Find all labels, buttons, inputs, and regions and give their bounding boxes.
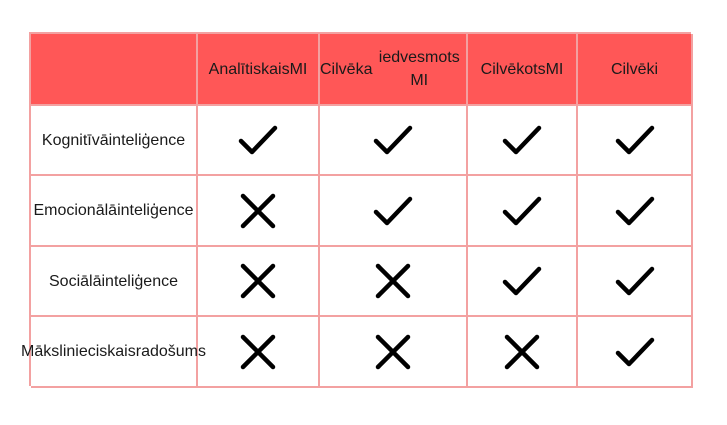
- header-corner-cell: [31, 34, 198, 106]
- row-header-line: radošums: [135, 343, 206, 360]
- mark-cell: [198, 106, 320, 176]
- mark-cell: [578, 176, 693, 247]
- mark-cell: [578, 247, 693, 317]
- column-header-line: Cilvēkots: [480, 60, 546, 78]
- check-icon: [238, 125, 278, 155]
- check-icon: [373, 125, 413, 155]
- column-header-line: Analītiskais: [208, 60, 290, 78]
- column-header-humans: Cilvēki: [578, 34, 693, 106]
- column-header-humanized-ai: Cilvēkots MI: [468, 34, 578, 106]
- row-header-artistic-creativity: Mākslinieciskais radošums: [21, 317, 206, 388]
- check-icon: [615, 196, 654, 225]
- mark-cell: [198, 176, 320, 247]
- column-header-line: MI: [289, 60, 308, 78]
- row-header-line: Kognitīvā: [41, 131, 109, 149]
- column-header-human-inspired-ai: Cilvēka iedvesmots MI: [320, 34, 468, 106]
- cross-icon: [240, 193, 276, 228]
- column-header-line: Cilvēki: [610, 60, 659, 78]
- mark-cell: [468, 176, 578, 247]
- check-icon: [502, 125, 542, 155]
- mark-cell: [320, 247, 468, 317]
- check-icon: [373, 196, 413, 225]
- column-header-line: Cilvēka: [320, 60, 373, 78]
- mark-cell: [198, 247, 320, 317]
- column-header-line: iedvesmots MI: [378, 49, 460, 89]
- mark-cell: [578, 106, 693, 176]
- check-icon: [615, 125, 654, 155]
- comparison-table: Analītiskais MI Cilvēka iedvesmots MI Ci…: [21, 32, 693, 388]
- mark-cell: [320, 176, 468, 247]
- column-header-line: MI: [545, 60, 564, 78]
- mark-cell: [320, 317, 468, 388]
- mark-cell: [198, 317, 320, 388]
- row-header-line: Mākslinieciskais: [21, 343, 136, 360]
- row-header-line: Sociālā: [49, 272, 102, 290]
- cross-icon: [504, 334, 540, 369]
- row-header-line: inteliģence: [117, 202, 194, 219]
- row-header-cognitive-intelligence: Kognitīvā inteliģence: [31, 106, 198, 176]
- mark-cell: [578, 317, 693, 388]
- mark-cell: [468, 247, 578, 317]
- row-header-emotional-intelligence: Emocionālā inteliģence: [31, 176, 198, 247]
- cross-icon: [240, 334, 276, 369]
- row-header-line: inteliģence: [108, 131, 186, 149]
- cross-icon: [375, 263, 411, 299]
- row-header-line: Emocionālā: [33, 202, 118, 219]
- mark-cell: [468, 317, 578, 388]
- check-icon: [615, 337, 654, 366]
- mark-cell: [320, 106, 468, 176]
- check-icon: [615, 266, 654, 296]
- cross-icon: [240, 263, 276, 299]
- column-header-analytical-ai: Analītiskais MI: [198, 34, 320, 106]
- check-icon: [502, 266, 542, 296]
- mark-cell: [468, 106, 578, 176]
- cross-icon: [375, 334, 411, 369]
- row-header-social-intelligence: Sociālā inteliģence: [31, 247, 198, 317]
- check-icon: [502, 196, 542, 225]
- row-header-line: inteliģence: [101, 272, 178, 290]
